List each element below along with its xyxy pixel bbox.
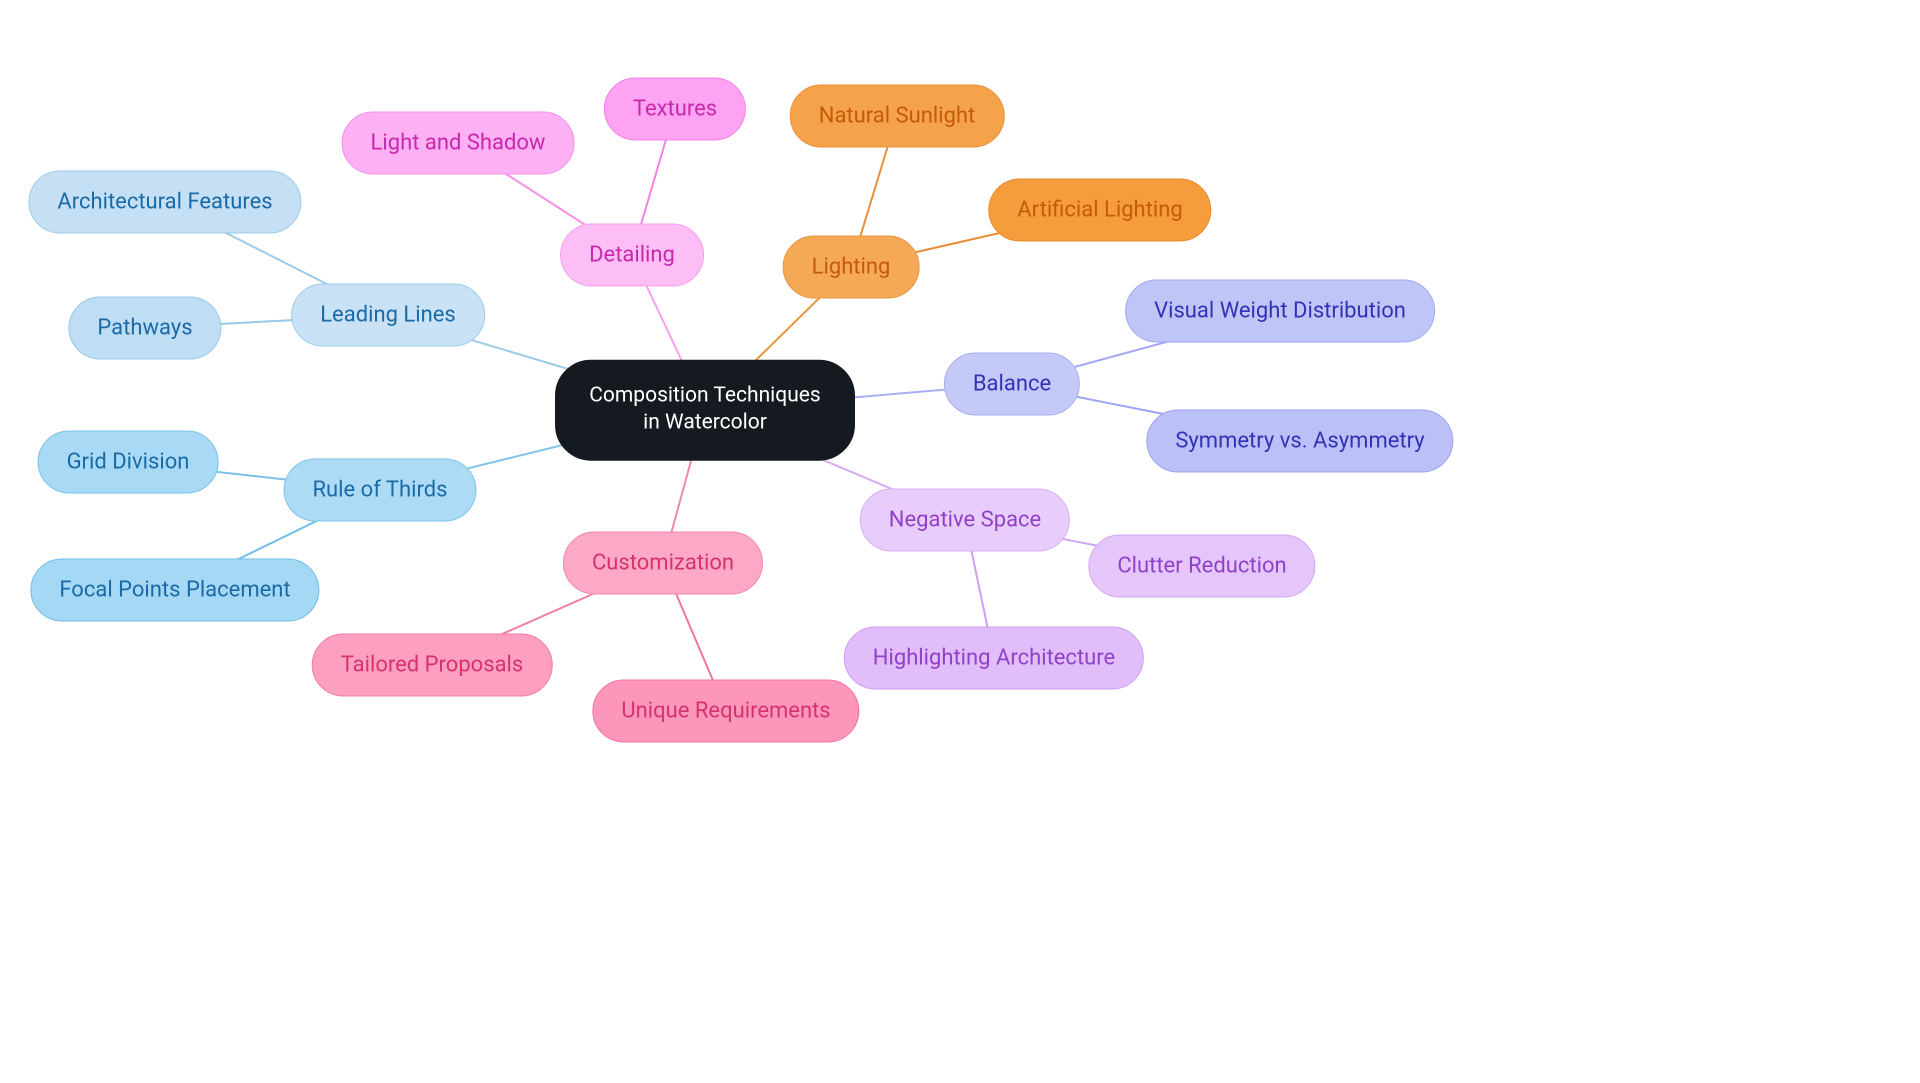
node-rule-thirds: Rule of Thirds: [284, 459, 477, 522]
node-pathways: Pathways: [68, 297, 221, 360]
node-center: Composition Techniques in Watercolor: [555, 360, 855, 461]
node-unique-req: Unique Requirements: [592, 680, 859, 743]
node-balance: Balance: [944, 353, 1080, 416]
mindmap-canvas: Composition Techniques in Watercolor Arch…: [0, 0, 1920, 1083]
node-natural-sun: Natural Sunlight: [790, 85, 1005, 148]
node-neg-space: Negative Space: [860, 489, 1070, 552]
node-clutter: Clutter Reduction: [1088, 535, 1315, 598]
node-detailing: Detailing: [560, 224, 704, 287]
node-highlight-arch: Highlighting Architecture: [844, 627, 1144, 690]
node-light-shadow: Light and Shadow: [342, 112, 575, 175]
node-customization: Customization: [563, 532, 763, 595]
node-arch-feat: Architectural Features: [28, 171, 301, 234]
node-symmetry: Symmetry vs. Asymmetry: [1146, 410, 1453, 473]
node-textures: Textures: [604, 78, 746, 141]
node-focal-pts: Focal Points Placement: [30, 559, 319, 622]
node-lighting: Lighting: [783, 236, 920, 299]
node-visual-weight: Visual Weight Distribution: [1125, 280, 1435, 343]
node-leading-lines: Leading Lines: [291, 284, 485, 347]
node-grid-div: Grid Division: [38, 431, 219, 494]
node-artificial: Artificial Lighting: [988, 179, 1211, 242]
node-tailored: Tailored Proposals: [312, 634, 553, 697]
